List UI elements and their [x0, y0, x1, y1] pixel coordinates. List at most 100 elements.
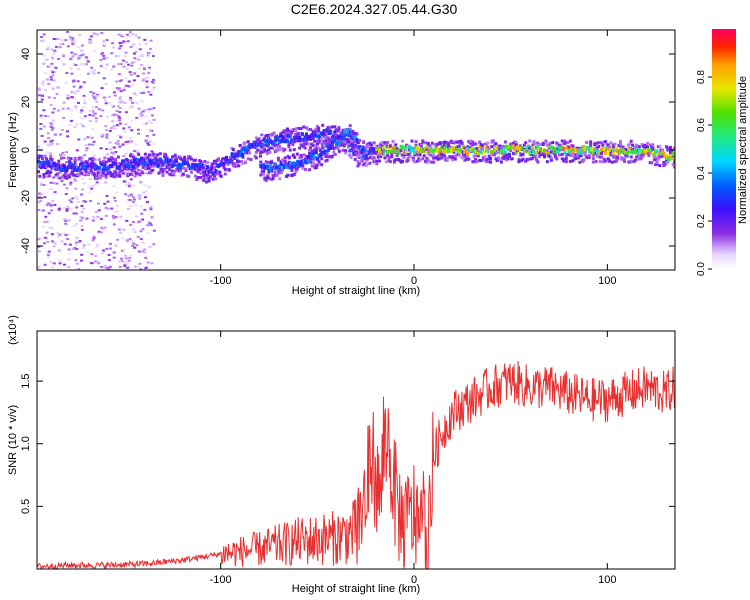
- heatmap-cell: [288, 134, 292, 139]
- heatmap-cell: [124, 51, 128, 54]
- heatmap-cell: [594, 159, 598, 163]
- heatmap-cell: [432, 160, 436, 164]
- heatmap-cell: [651, 147, 655, 151]
- heatmap-cell: [52, 245, 56, 248]
- heatmap-cell: [202, 174, 206, 178]
- heatmap-cell: [154, 156, 158, 160]
- heatmap-cell: [414, 140, 418, 144]
- heatmap-cell: [364, 146, 368, 150]
- heatmap-cell: [60, 156, 64, 160]
- heatmap-cell: [624, 147, 628, 151]
- heatmap-cell: [310, 153, 314, 158]
- heatmap-cell: [310, 133, 314, 138]
- heatmap-cell: [241, 152, 245, 157]
- heatmap-cell: [94, 120, 98, 123]
- heatmap-cell: [115, 191, 119, 194]
- heatmap-cell: [291, 153, 295, 157]
- heatmap-cell: [138, 43, 142, 46]
- heatmap-cell: [77, 200, 81, 203]
- heatmap-cell: [513, 146, 517, 151]
- heatmap-cell: [521, 157, 525, 161]
- heatmap-cell: [63, 206, 67, 209]
- heatmap-cell: [117, 89, 121, 92]
- heatmap-cell: [315, 124, 319, 128]
- heatmap-cell: [127, 207, 131, 210]
- heatmap-cell: [141, 241, 145, 244]
- heatmap-cell: [295, 152, 299, 156]
- heatmap-cell: [288, 141, 292, 145]
- heatmap-cell: [73, 53, 77, 56]
- heatmap-cell: [333, 152, 337, 156]
- heatmap-cell: [139, 92, 143, 95]
- heatmap-cell: [214, 172, 218, 176]
- heatmap-cell: [327, 128, 331, 132]
- heatmap-cell: [62, 183, 66, 186]
- heatmap-cell: [113, 127, 117, 130]
- colorbar-tick-label: 0.2: [696, 214, 707, 228]
- heatmap-cell: [175, 156, 179, 160]
- heatmap-cell: [312, 151, 316, 156]
- heatmap-cell: [606, 157, 610, 161]
- heatmap-cell: [564, 155, 568, 159]
- heatmap-cell: [646, 141, 649, 145]
- heatmap-cell: [663, 162, 667, 166]
- heatmap-cell: [162, 160, 166, 165]
- heatmap-cell: [82, 244, 86, 247]
- heatmap-cell: [123, 261, 127, 264]
- heatmap-cell: [483, 144, 487, 149]
- heatmap-cell: [337, 149, 341, 153]
- heatmap-cell: [92, 112, 96, 115]
- heatmap-cell: [79, 259, 83, 262]
- heatmap-cell: [271, 165, 275, 169]
- heatmap-cell: [51, 266, 55, 269]
- heatmap-cell: [103, 202, 107, 205]
- heatmap-cell: [666, 160, 670, 164]
- heatmap-cell: [42, 242, 46, 245]
- heatmap-cell: [301, 166, 305, 170]
- heatmap-cell: [74, 195, 78, 198]
- heatmap-cell: [144, 115, 148, 118]
- heatmap-cell: [357, 162, 361, 166]
- heatmap-cell: [112, 256, 116, 259]
- heatmap-cell: [212, 166, 216, 170]
- heatmap-cell: [344, 151, 348, 155]
- spectrogram-y-axis-label: Frequency (Hz): [7, 112, 19, 188]
- heatmap-cell: [129, 223, 133, 226]
- heatmap-cell: [53, 242, 57, 245]
- heatmap-cell: [121, 33, 125, 36]
- heatmap-cell: [246, 140, 250, 144]
- heatmap-cell: [576, 152, 580, 156]
- heatmap-cell: [612, 150, 616, 155]
- heatmap-cell: [112, 217, 116, 220]
- heatmap-cell: [58, 46, 62, 49]
- heatmap-cell: [118, 122, 122, 125]
- heatmap-cell: [94, 210, 98, 213]
- heatmap-cell: [266, 165, 270, 170]
- heatmap-cell: [300, 132, 304, 137]
- heatmap-cell: [321, 142, 325, 146]
- heatmap-cell: [87, 185, 91, 188]
- heatmap-cell: [76, 80, 80, 83]
- heatmap-cell: [107, 166, 111, 171]
- heatmap-cell: [115, 124, 119, 127]
- heatmap-cell: [141, 171, 145, 175]
- heatmap-cell: [134, 143, 138, 146]
- heatmap-cell: [143, 184, 147, 187]
- heatmap-cell: [215, 158, 219, 162]
- heatmap-cell: [97, 202, 101, 205]
- heatmap-cell: [46, 132, 50, 135]
- heatmap-cell: [262, 172, 266, 176]
- heatmap-cell: [264, 149, 268, 153]
- heatmap-cell: [152, 164, 156, 168]
- heatmap-cell: [131, 83, 135, 86]
- heatmap-cell: [126, 174, 130, 178]
- heatmap-cell: [68, 35, 72, 38]
- heatmap-cell: [635, 143, 639, 147]
- heatmap-cell: [514, 150, 518, 155]
- heatmap-cell: [254, 150, 258, 154]
- heatmap-cell: [136, 74, 140, 77]
- heatmap-cell: [210, 164, 214, 168]
- heatmap-cell: [183, 157, 187, 161]
- heatmap-cell: [283, 156, 287, 160]
- heatmap-cell: [86, 136, 90, 139]
